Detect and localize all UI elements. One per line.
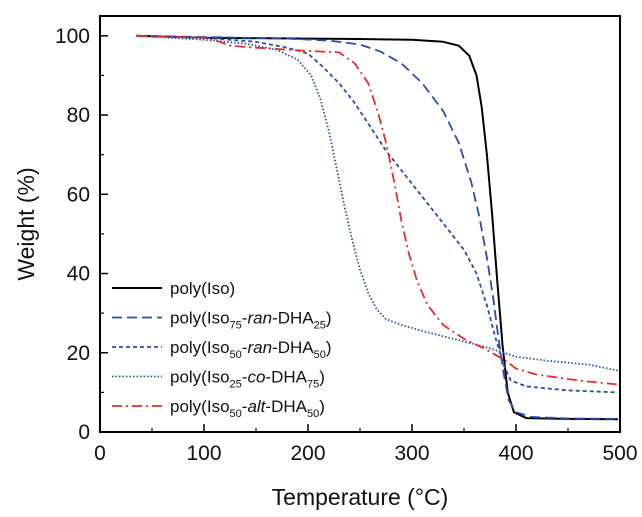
legend-label-part: -DHA xyxy=(265,397,307,416)
legend-label-part: ) xyxy=(326,309,332,328)
legend-label-part: 75 xyxy=(307,379,319,391)
legend-label-part: poly(Iso xyxy=(170,397,230,416)
legend-label-part: - xyxy=(242,309,248,328)
y-tick-label: 20 xyxy=(67,342,90,365)
y-tick-label: 100 xyxy=(55,25,90,48)
legend-label-part: -DHA xyxy=(272,338,314,357)
legend-label-3: poly(Iso50-ran-DHA50) xyxy=(170,338,332,361)
legend-label-part: 50 xyxy=(230,408,242,420)
legend-label-part: 75 xyxy=(230,320,242,332)
series-line-2 xyxy=(136,34,618,420)
legend-label-5: poly(Iso50-alt-DHA50) xyxy=(170,397,325,420)
legend-label-4: poly(Iso25-co-DHA75) xyxy=(170,368,325,391)
y-tick-label: 0 xyxy=(78,421,90,444)
x-axis-label: Temperature (°C) xyxy=(272,484,449,510)
legend-label-part: poly(Iso xyxy=(170,309,230,328)
legend-label-part: poly(Iso xyxy=(170,368,230,387)
legend: poly(Iso)poly(Iso75-ran-DHA25)poly(Iso50… xyxy=(112,279,332,420)
legend-label-part: 50 xyxy=(307,408,319,420)
legend-label-part: poly(Iso xyxy=(170,338,230,357)
legend-label-1: poly(Iso) xyxy=(170,279,235,298)
legend-label-part: ) xyxy=(319,397,325,416)
legend-label-part: - xyxy=(242,338,248,357)
y-tick-label: 40 xyxy=(67,263,90,286)
x-tick-label: 400 xyxy=(498,442,533,465)
series-line-1 xyxy=(136,34,618,421)
y-tick-label: 80 xyxy=(67,104,90,127)
legend-label-part: ran xyxy=(247,338,272,357)
y-tick-label: 60 xyxy=(67,183,90,206)
legend-label-part: -DHA xyxy=(265,368,307,387)
legend-label-part: - xyxy=(242,397,248,416)
legend-label-part: ran xyxy=(247,309,272,328)
y-axis-label: Weight (%) xyxy=(13,167,39,280)
plot-frame xyxy=(99,15,621,433)
x-tick-label: 300 xyxy=(394,442,429,465)
legend-label-part: - xyxy=(242,368,248,387)
plot-area xyxy=(99,15,621,433)
legend-label-part: 25 xyxy=(230,379,242,391)
legend-label-part: 50 xyxy=(314,349,326,361)
legend-label-2: poly(Iso75-ran-DHA25) xyxy=(170,309,332,332)
x-tick-label: 200 xyxy=(290,442,325,465)
legend-label-part: poly(Iso) xyxy=(170,279,235,298)
tick-labels: 0 100 200 300 400 500 0 20 40 60 80 100 xyxy=(55,25,638,465)
series-line-4 xyxy=(136,34,619,372)
legend-label-part: alt xyxy=(247,397,266,416)
legend-label-part: -DHA xyxy=(272,309,314,328)
legend-label-part: 25 xyxy=(314,320,326,332)
legend-label-part: co xyxy=(247,368,265,387)
legend-label-part: ) xyxy=(326,338,332,357)
x-tick-label: 500 xyxy=(602,442,637,465)
x-tick-label: 100 xyxy=(186,442,221,465)
x-tick-label: 0 xyxy=(94,442,106,465)
legend-label-part: ) xyxy=(319,368,325,387)
series-line-5 xyxy=(136,34,618,386)
legend-label-part: 50 xyxy=(230,349,242,361)
series-layer xyxy=(136,34,619,421)
